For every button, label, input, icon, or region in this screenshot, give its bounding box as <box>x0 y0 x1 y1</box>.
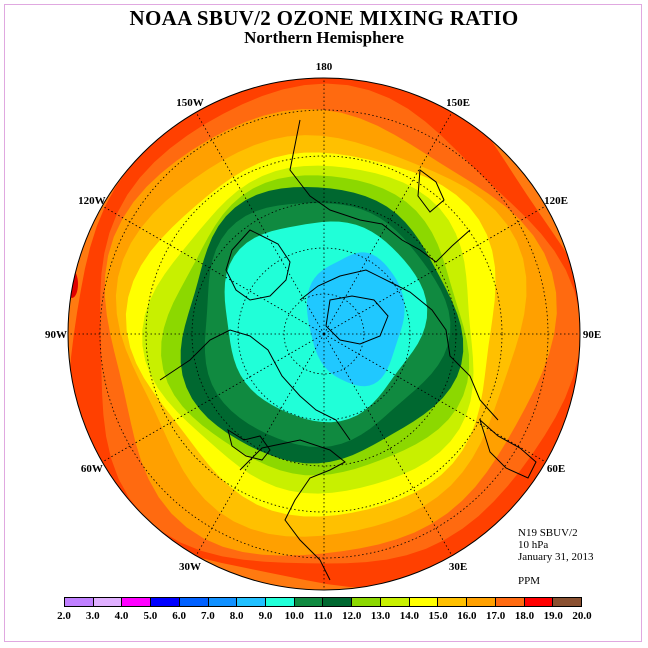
page-subtitle: Northern Hemisphere <box>244 28 404 47</box>
legend-tick-label: 3.0 <box>85 610 100 622</box>
legend-tick-label: 7.0 <box>201 610 215 622</box>
pressure-level-label: 10 hPa <box>518 539 549 551</box>
longitude-label: 60W <box>81 463 103 475</box>
longitude-label: 30E <box>449 561 467 573</box>
longitude-label: 30W <box>179 561 201 573</box>
longitude-label: 120W <box>78 195 106 207</box>
coastline <box>159 329 351 441</box>
legend-swatch <box>495 598 525 606</box>
longitude-label: 150E <box>446 97 470 109</box>
legend-swatch <box>65 598 94 606</box>
ozone-contour-bands <box>68 78 580 590</box>
legend-swatch <box>179 598 209 606</box>
longitude-line <box>323 205 546 335</box>
legend-tick-label: 10.0 <box>284 610 304 622</box>
coastline <box>227 428 271 461</box>
legend-swatch <box>151 598 180 606</box>
legend-tick-label: 14.0 <box>399 610 419 622</box>
legend-swatch <box>409 598 439 606</box>
longitude-label: 90E <box>583 329 601 341</box>
legend-tick-label: 16.0 <box>457 610 477 622</box>
page-title: NOAA SBUV/2 OZONE MIXING RATIO <box>129 6 519 30</box>
legend-swatch <box>266 598 295 606</box>
color-legend-ticks: 2.0 3.0 4.0 5.0 6.0 7.0 8.0 9.0 10.0 11.0 12.0 13.0… <box>0 610 648 626</box>
coastlines <box>159 119 537 581</box>
coastline <box>478 418 537 479</box>
longitude-line <box>102 205 325 335</box>
legend-tick-label: 11.0 <box>313 610 333 622</box>
legend-tick-label: 6.0 <box>172 610 186 622</box>
legend-swatch <box>553 598 581 606</box>
legend-tick-label: 8.0 <box>229 610 244 622</box>
longitude-line <box>323 112 453 335</box>
legend-tick-label: 13.0 <box>370 610 391 622</box>
legend-tick-label: 2.0 <box>57 610 71 622</box>
legend-tick-label: 15.0 <box>428 610 448 622</box>
legend-tick-label: 19.0 <box>543 610 563 622</box>
legend-tick-label: 12.0 <box>342 610 362 622</box>
legend-swatch <box>122 598 152 606</box>
coastline <box>239 439 346 581</box>
legend-tick-label: 4.0 <box>114 610 129 622</box>
coastline <box>417 169 445 213</box>
longitude-line <box>102 333 325 463</box>
longitude-label: 150W <box>176 97 204 109</box>
date-label: January 31, 2013 <box>518 551 594 563</box>
longitude-label: 120E <box>544 195 568 207</box>
coastline <box>299 269 499 421</box>
coastline <box>325 295 389 345</box>
legend-swatch <box>524 598 554 606</box>
longitude-line <box>195 112 325 335</box>
longitude-line <box>195 333 325 556</box>
graticule <box>68 78 580 590</box>
map-boundary <box>67 77 581 591</box>
legend-tick-label: 17.0 <box>486 610 506 622</box>
legend-swatch <box>352 598 381 606</box>
ozone-band <box>306 252 405 387</box>
legend-swatch <box>237 598 267 606</box>
longitude-labels: 90E60E30E030W60W90W120W150W180150E120E <box>45 61 601 609</box>
coastline <box>225 229 291 301</box>
ozone-band-max <box>68 270 78 298</box>
color-legend <box>64 597 582 607</box>
legend-tick-label: 20.0 <box>572 610 592 622</box>
legend-swatch <box>380 598 410 606</box>
legend-swatch <box>294 598 324 606</box>
latitude-circle <box>237 247 411 421</box>
longitude-label: 60E <box>547 463 565 475</box>
longitude-label: 180 <box>316 61 333 73</box>
legend-tick-label: 5.0 <box>143 610 158 622</box>
legend-tick-label: 18.0 <box>514 610 535 622</box>
legend-swatch <box>438 598 468 606</box>
legend-tick-label: 9.0 <box>258 610 273 622</box>
legend-swatch <box>93 598 123 606</box>
legend-swatch <box>323 598 353 606</box>
figure-frame <box>4 4 642 642</box>
longitude-line <box>323 333 453 556</box>
legend-swatch <box>208 598 238 606</box>
units-label: PPM <box>518 575 541 587</box>
longitude-line <box>323 333 546 463</box>
latitude-circle <box>145 155 503 513</box>
legend-swatch <box>467 598 496 606</box>
instrument-label: N19 SBUV/2 <box>518 527 578 539</box>
longitude-label: 90W <box>45 329 67 341</box>
coastline <box>289 119 471 263</box>
